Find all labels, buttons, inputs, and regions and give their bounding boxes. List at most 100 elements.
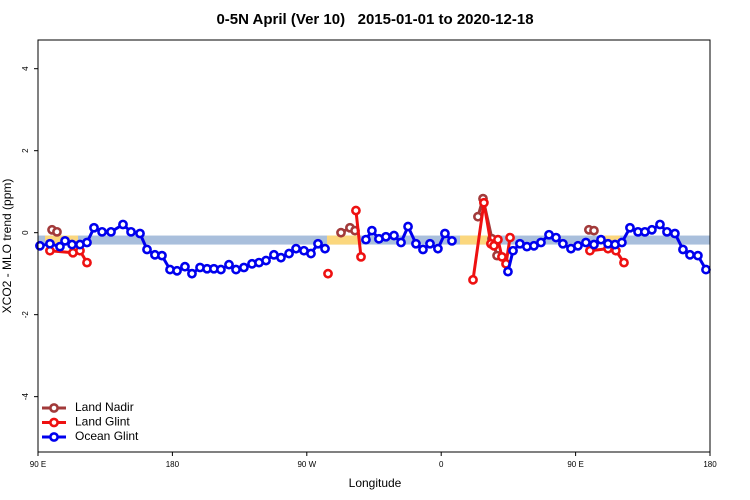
plot-frame — [37, 39, 711, 453]
point — [356, 251, 366, 262]
point — [351, 205, 361, 216]
point — [367, 225, 377, 236]
point — [558, 238, 568, 249]
point — [55, 241, 65, 252]
chart-title: 0-5N April (Ver 10) 2015-01-01 to 2020-1… — [216, 11, 533, 28]
point — [313, 238, 323, 249]
point — [35, 240, 45, 251]
legend-entry: Land Glint — [42, 415, 130, 429]
point — [508, 245, 518, 256]
point — [157, 250, 167, 261]
point — [647, 224, 657, 235]
point — [596, 234, 606, 245]
point — [497, 251, 507, 262]
point — [589, 225, 599, 236]
point — [231, 264, 241, 275]
legend-marker — [49, 417, 59, 428]
point — [411, 238, 421, 249]
point — [701, 264, 711, 275]
point — [97, 226, 107, 237]
point — [505, 232, 515, 243]
point — [67, 239, 77, 250]
point — [619, 257, 629, 268]
point — [89, 222, 99, 233]
x-tick-label: 90 E — [30, 460, 46, 469]
y-axis-label: XCO2 - MLO trend (ppm) — [0, 179, 14, 314]
point — [581, 237, 591, 248]
x-axis-label: Longitude — [349, 476, 402, 490]
point — [216, 264, 226, 275]
y-tick-label: -2 — [21, 311, 30, 319]
legend-entry: Ocean Glint — [42, 429, 139, 443]
legend-entry: Land Nadir — [42, 400, 134, 414]
point — [403, 221, 413, 232]
point — [685, 249, 695, 260]
point — [306, 248, 316, 259]
point — [106, 226, 116, 237]
point — [180, 261, 190, 272]
x-tick-label: 180 — [166, 460, 180, 469]
point — [389, 230, 399, 241]
point — [662, 226, 672, 237]
point — [336, 227, 346, 238]
point — [693, 250, 703, 261]
point — [82, 257, 92, 268]
point — [670, 228, 680, 239]
point — [447, 235, 457, 246]
point — [239, 262, 249, 273]
point — [418, 244, 428, 255]
y-tick-label: -4 — [21, 393, 30, 401]
x-tick-label: 90 E — [567, 460, 583, 469]
point — [493, 234, 503, 245]
band — [38, 235, 710, 245]
point — [187, 268, 197, 279]
point — [479, 197, 489, 208]
band — [460, 235, 491, 245]
legend-label: Land Glint — [75, 415, 130, 429]
point — [425, 238, 435, 249]
legend-label: Ocean Glint — [75, 429, 139, 443]
point — [224, 259, 234, 270]
point — [573, 240, 583, 251]
point — [320, 243, 330, 254]
x-tick-label: 180 — [703, 460, 717, 469]
point — [381, 231, 391, 242]
point — [440, 228, 450, 239]
band — [326, 235, 359, 245]
point — [82, 237, 92, 248]
legend-marker — [49, 403, 59, 413]
point — [396, 237, 406, 248]
legend-label: Land Nadir — [75, 400, 134, 414]
point — [135, 228, 145, 239]
point — [468, 274, 478, 285]
series-line — [354, 210, 363, 258]
point — [142, 244, 152, 255]
x-tick-label: 0 — [439, 460, 444, 469]
point — [291, 243, 301, 254]
point — [276, 252, 286, 263]
x-tick-label: 90 W — [297, 460, 316, 469]
point — [323, 268, 333, 279]
point — [551, 232, 561, 243]
y-tick-label: 2 — [21, 148, 30, 153]
point — [678, 244, 688, 255]
point — [655, 219, 665, 230]
point — [433, 243, 443, 254]
point — [261, 255, 271, 266]
point — [589, 239, 599, 250]
y-tick-label: 0 — [21, 230, 30, 235]
point — [625, 222, 635, 233]
point — [536, 237, 546, 248]
point — [126, 226, 136, 237]
point — [284, 248, 294, 259]
point — [361, 234, 371, 245]
point — [45, 238, 55, 249]
point — [118, 219, 128, 230]
point — [616, 237, 627, 248]
legend-marker — [49, 432, 59, 442]
point — [172, 265, 182, 276]
y-tick-label: 4 — [21, 66, 30, 71]
point — [52, 226, 62, 237]
point — [503, 266, 513, 277]
